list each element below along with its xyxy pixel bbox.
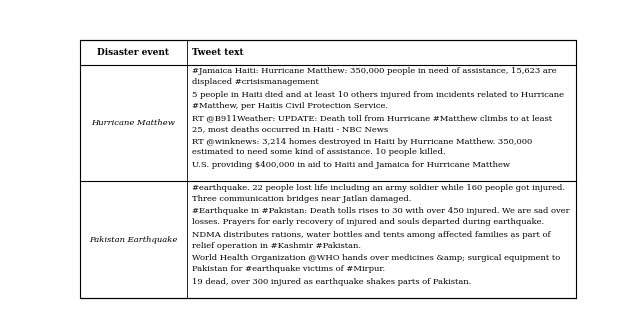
Text: relief operation in #Kashmir #Pakistan.: relief operation in #Kashmir #Pakistan.: [191, 242, 360, 250]
Text: 5 people in Haiti died and at least 10 others injured from incidents related to : 5 people in Haiti died and at least 10 o…: [191, 91, 564, 99]
Text: Pakistan Earthquake: Pakistan Earthquake: [89, 236, 177, 244]
Text: 25, most deaths occurred in Haiti - NBC News: 25, most deaths occurred in Haiti - NBC …: [191, 125, 388, 133]
Text: U.S. providing $400,000 in aid to Haiti and Jamaica for Hurricane Matthew: U.S. providing $400,000 in aid to Haiti …: [191, 161, 509, 169]
Text: #earthquake. 22 people lost life including an army soldier while 160 people got : #earthquake. 22 people lost life includi…: [191, 184, 564, 192]
Text: displaced #crisismanagement: displaced #crisismanagement: [191, 78, 319, 86]
Text: RT @B911Weather: UPDATE: Death toll from Hurricane #Matthew climbs to at least: RT @B911Weather: UPDATE: Death toll from…: [191, 114, 552, 122]
Text: Disaster event: Disaster event: [97, 48, 170, 57]
Text: Tweet text: Tweet text: [191, 48, 243, 57]
Text: NDMA distributes rations, water bottles and tents among affected families as par: NDMA distributes rations, water bottles …: [191, 231, 550, 239]
Text: #Jamaica Haiti: Hurricane Matthew: 350,000 people in need of assistance, 15,623 : #Jamaica Haiti: Hurricane Matthew: 350,0…: [191, 67, 556, 75]
Text: World Health Organization @WHO hands over medicines &amp; surgical equipment to: World Health Organization @WHO hands ove…: [191, 255, 560, 262]
Text: RT @winknews: 3,214 homes destroyed in Haiti by Hurricane Matthew. 350,000: RT @winknews: 3,214 homes destroyed in H…: [191, 138, 532, 146]
Text: 19 dead, over 300 injured as earthquake shakes parts of Pakistan.: 19 dead, over 300 injured as earthquake …: [191, 278, 471, 286]
Text: Three communication bridges near Jatlan damaged.: Three communication bridges near Jatlan …: [191, 195, 411, 203]
Text: Hurricane Matthew: Hurricane Matthew: [91, 119, 175, 127]
Text: #Earthquake in #Pakistan: Death tolls rises to 30 with over 450 injured. We are : #Earthquake in #Pakistan: Death tolls ri…: [191, 207, 569, 215]
Text: Pakistan for #earthquake victims of #Mirpur.: Pakistan for #earthquake victims of #Mir…: [191, 265, 385, 273]
Text: losses. Prayers for early recovery of injured and souls departed during earthqua: losses. Prayers for early recovery of in…: [191, 218, 544, 226]
Text: #Matthew, per Haitis Civil Protection Service.: #Matthew, per Haitis Civil Protection Se…: [191, 102, 388, 110]
Text: estimated to need some kind of assistance. 10 people killed.: estimated to need some kind of assistanc…: [191, 148, 445, 156]
